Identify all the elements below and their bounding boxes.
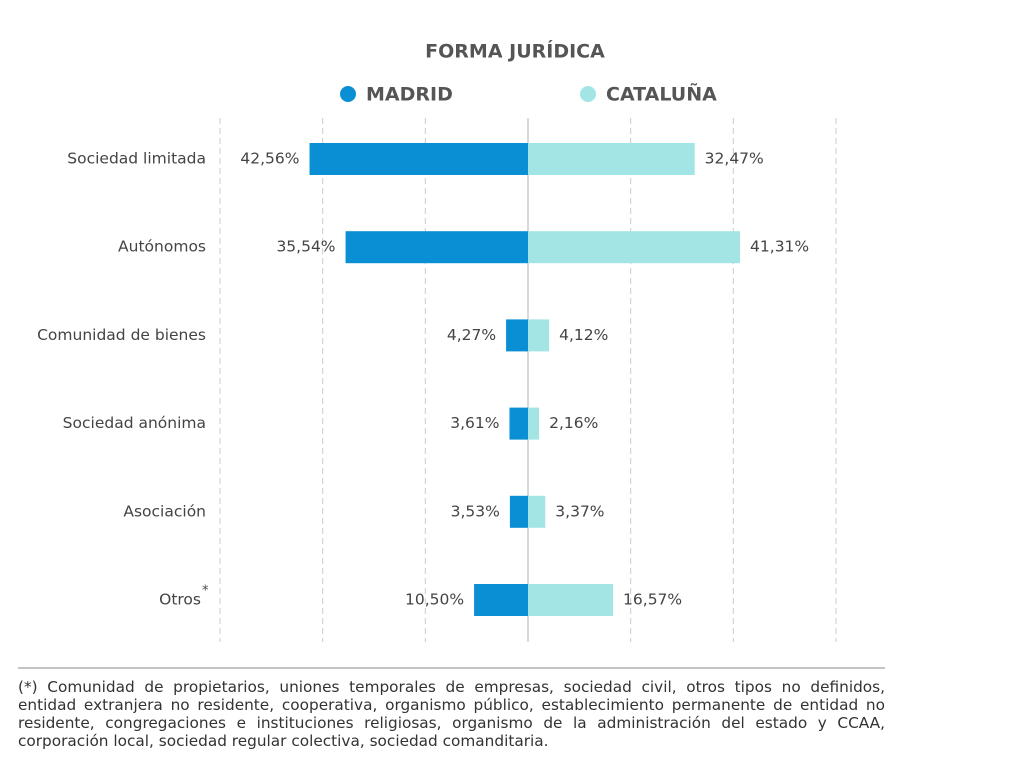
value-label: 2,16% (549, 414, 598, 432)
bar (528, 231, 741, 264)
value-label: 35,54% (276, 238, 335, 256)
value-label: 4,27% (447, 326, 496, 344)
value-label: 3,53% (451, 502, 500, 520)
value-label: 42,56% (240, 150, 299, 168)
bar (528, 143, 695, 175)
bar (509, 495, 528, 528)
footnote: (*) Comunidad de propietarios, uniones t… (18, 678, 885, 750)
category-label: Autónomos (118, 238, 206, 256)
bar (474, 584, 528, 616)
category-label: Otros (159, 591, 201, 609)
bar (506, 319, 528, 352)
value-label: 3,61% (450, 414, 499, 432)
legend-label: CATALUÑA (606, 82, 717, 106)
chart-title: FORMA JURÍDICA (425, 40, 605, 63)
bar (528, 407, 540, 440)
value-label: 41,31% (750, 238, 809, 256)
category-label: Sociedad limitada (67, 150, 206, 168)
category-label: Sociedad anónima (63, 414, 206, 432)
bar (509, 407, 528, 440)
bar (309, 143, 528, 175)
legend-swatch (580, 86, 596, 102)
legend-label: MADRID (366, 84, 453, 106)
value-label: 10,50% (405, 591, 464, 609)
category-label: Comunidad de bienes (37, 326, 206, 344)
value-label: 16,57% (623, 591, 682, 609)
value-label: 3,37% (555, 502, 604, 520)
legend-swatch (340, 86, 356, 102)
bar (345, 231, 528, 264)
bar (528, 584, 614, 616)
value-label: 4,12% (559, 326, 608, 344)
category-label: Asociación (123, 502, 206, 520)
value-label: 32,47% (705, 150, 764, 168)
category-note-marker: * (202, 584, 209, 599)
bar (528, 495, 546, 528)
bar (528, 319, 550, 352)
